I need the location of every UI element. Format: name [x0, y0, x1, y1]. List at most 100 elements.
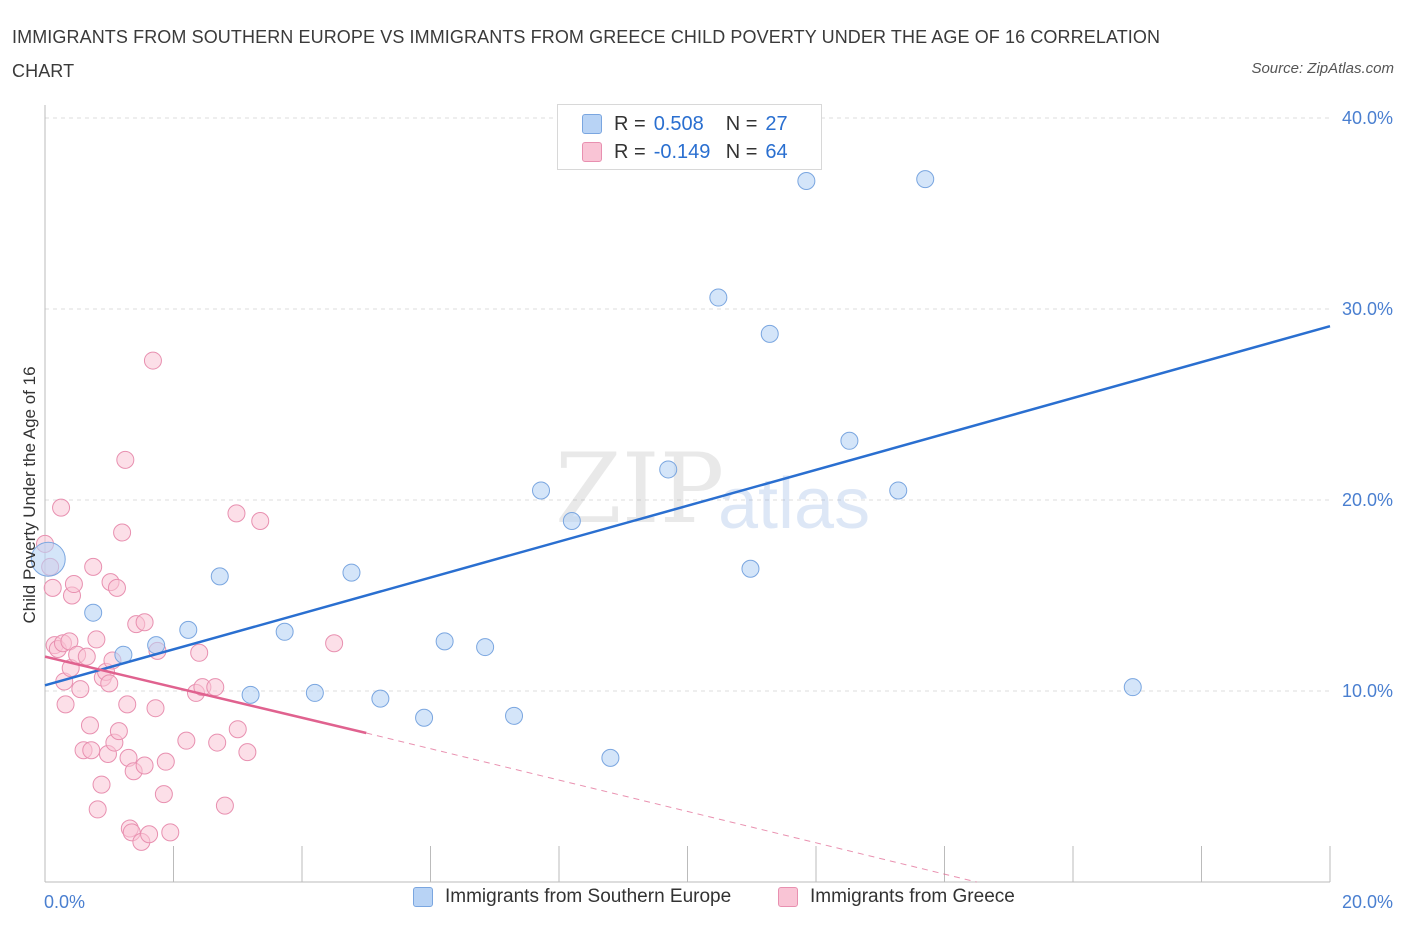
greece-points: [36, 351, 344, 851]
r-value: 0.508: [653, 112, 704, 135]
grid-lines: [45, 117, 1330, 692]
greece-point: [84, 557, 103, 576]
southern-europe-point: [916, 170, 935, 189]
greece-trend-extension: [366, 732, 977, 883]
southern-europe-point: [305, 683, 324, 702]
n-value: 64: [765, 140, 788, 163]
greece-point: [161, 823, 180, 842]
greece-point: [206, 678, 225, 697]
r-label: R =: [614, 112, 646, 135]
greece-point: [64, 575, 83, 594]
southern-europe-point: [532, 481, 551, 500]
n-label: N =: [725, 112, 758, 135]
greece-point: [156, 752, 175, 771]
southern-europe-point: [371, 689, 390, 708]
greece-point: [80, 716, 99, 735]
greece-point: [135, 613, 154, 632]
legend-row-greece: R = -0.149 N = 64: [582, 138, 788, 166]
greece-point: [325, 634, 344, 653]
southern-europe-point: [840, 431, 859, 450]
y-tick-label: 20.0%: [1342, 490, 1393, 510]
greece-trend-line: [44, 655, 367, 735]
greece-point: [71, 680, 90, 699]
greece-point: [82, 741, 101, 760]
greece-point: [146, 699, 165, 718]
correlation-legend: R = 0.508 N = 27 R = -0.149 N = 64: [557, 104, 822, 170]
y-axis-label: Child Poverty Under the Age of 16: [20, 366, 39, 623]
southern-europe-point: [1123, 678, 1142, 697]
greece-point: [140, 825, 159, 844]
southern-europe-point: [30, 541, 66, 577]
southern-europe-point: [889, 481, 908, 500]
greece-point: [43, 578, 62, 597]
watermark-atlas: atlas: [718, 464, 870, 544]
greece-point: [88, 800, 107, 819]
greece-point: [100, 674, 119, 693]
southern-europe-point: [659, 460, 678, 479]
greece-point: [227, 504, 246, 523]
greece-point: [107, 578, 126, 597]
y-tick-label: 40.0%: [1342, 108, 1393, 128]
southern-europe-point: [435, 632, 454, 651]
greece-point: [109, 722, 128, 741]
n-label: N =: [725, 140, 758, 163]
greece-point: [56, 695, 75, 714]
n-value: 27: [765, 112, 788, 135]
greece-point: [177, 731, 196, 750]
southern-europe-point: [601, 748, 620, 767]
greece-point: [77, 647, 96, 666]
greece-point: [135, 756, 154, 775]
greece-point: [116, 450, 135, 469]
watermark-zip: ZIP: [555, 433, 724, 545]
tick-labels: 10.0% 20.0% 30.0% 40.0% 0.0% 20.0%: [44, 108, 1393, 912]
southern-europe-point: [562, 512, 581, 531]
pink-swatch: [582, 142, 602, 162]
greece-point: [118, 695, 137, 714]
blue-swatch: [413, 887, 433, 907]
greece-point: [238, 743, 257, 762]
chart-title: IMMIGRANTS FROM SOUTHERN EUROPE VS IMMIG…: [12, 27, 1161, 81]
greece-point: [208, 733, 227, 752]
southern-europe-trend-line: [44, 324, 1331, 687]
r-label: R =: [614, 140, 646, 163]
southern-europe-point: [241, 685, 260, 704]
southern-europe-points: [30, 170, 1142, 767]
southern-europe-point: [147, 636, 166, 655]
blue-swatch: [582, 114, 602, 134]
r-value: -0.149: [653, 140, 711, 163]
series-legend: Immigrants from Southern Europe Immigran…: [0, 886, 1406, 918]
legend-label: Immigrants from Greece: [810, 886, 1015, 907]
greece-point: [215, 796, 234, 815]
x-tick-label: 20.0%: [1342, 892, 1393, 912]
legend-item-greece[interactable]: Immigrants from Greece: [778, 886, 1015, 908]
southern-europe-point: [741, 559, 760, 578]
southern-europe-point: [210, 567, 229, 586]
legend-item-southern-europe[interactable]: Immigrants from Southern Europe: [413, 886, 731, 908]
southern-europe-point: [476, 638, 495, 657]
greece-point: [113, 523, 132, 542]
southern-europe-point: [760, 324, 779, 343]
southern-europe-point: [84, 603, 103, 622]
source-label: Source: ZipAtlas.com: [1251, 60, 1394, 77]
southern-europe-point: [275, 622, 294, 641]
southern-europe-point: [797, 172, 816, 191]
y-tick-label: 10.0%: [1342, 681, 1393, 701]
greece-point: [87, 630, 106, 649]
legend-row-southern-europe: R = 0.508 N = 27: [582, 110, 788, 138]
greece-point: [251, 512, 270, 531]
trend-lines: [44, 324, 1331, 883]
legend-label: Immigrants from Southern Europe: [445, 886, 732, 907]
greece-point: [52, 498, 71, 517]
southern-europe-point: [709, 288, 728, 307]
greece-point: [190, 643, 209, 662]
x-tick-label: 0.0%: [44, 892, 85, 912]
watermark: ZIP atlas: [555, 433, 870, 545]
pink-swatch: [778, 887, 798, 907]
y-tick-label: 30.0%: [1342, 299, 1393, 319]
southern-europe-point: [179, 620, 198, 639]
greece-point: [143, 351, 162, 370]
southern-europe-point: [505, 706, 524, 725]
axes: [44, 105, 1331, 883]
greece-point: [154, 785, 173, 804]
